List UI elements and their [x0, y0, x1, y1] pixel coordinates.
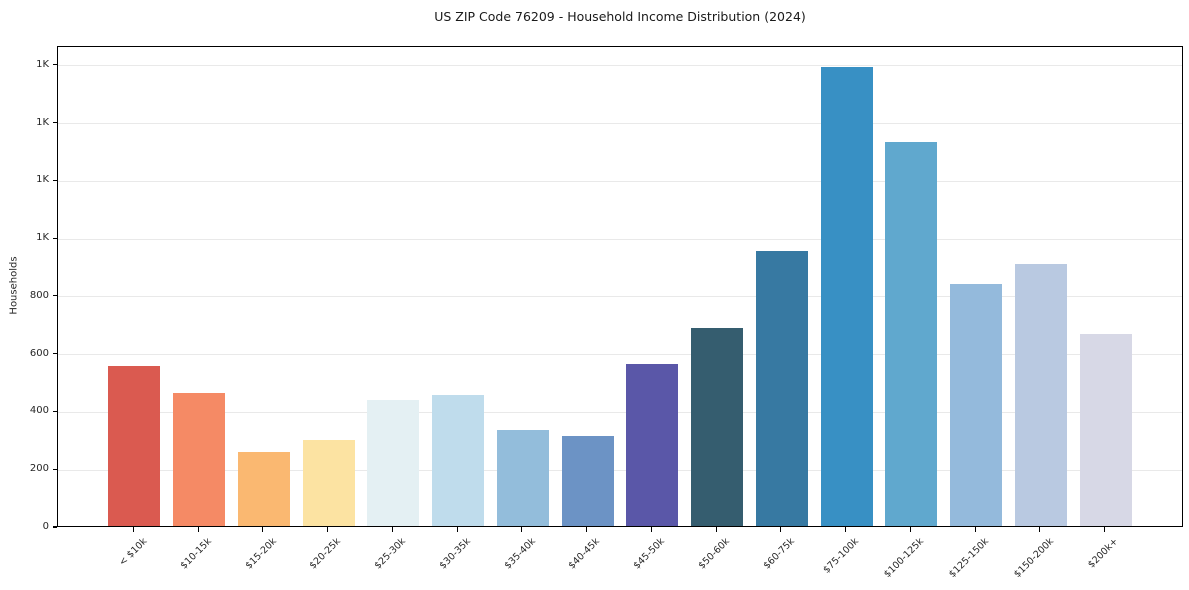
bar-35-40k — [496, 430, 549, 526]
x-tick-mark — [845, 527, 847, 532]
chart-title: US ZIP Code 76209 - Household Income Dis… — [434, 9, 806, 24]
bar-50-60k — [691, 328, 744, 526]
x-tick-label: $45-50k — [631, 536, 668, 572]
x-tick-mark — [391, 527, 393, 532]
gridline-200 — [58, 469, 1182, 471]
x-tick-label: $60-75k — [761, 536, 797, 572]
y-tick-label: 800 — [29, 289, 49, 301]
x-tick-label: $75-100k — [821, 536, 862, 576]
x-tick-mark — [521, 527, 523, 532]
y-tick-mark — [53, 410, 57, 413]
bar-200k — [1079, 333, 1132, 526]
y-tick-mark — [53, 64, 57, 66]
y-tick-mark — [53, 295, 57, 297]
gridline-1K — [58, 123, 1182, 125]
plot-area — [57, 46, 1183, 527]
bar-40-45k — [561, 435, 614, 526]
x-tick-mark — [262, 527, 264, 532]
y-tick-label: 1K — [36, 58, 49, 70]
y-tick-label: 600 — [29, 347, 49, 359]
x-tick-label: $50-60k — [696, 536, 732, 572]
y-tick-label: 1K — [36, 116, 49, 128]
bar-60-75k — [755, 251, 808, 526]
x-tick-mark — [197, 527, 199, 532]
gridline-400 — [58, 411, 1182, 413]
y-tick-label: 1K — [36, 232, 49, 244]
x-tick-mark — [974, 527, 976, 532]
bar-10k — [108, 365, 161, 526]
bar-20-25k — [302, 439, 355, 526]
x-tick-label: $40-45k — [566, 536, 603, 572]
bar-10-15k — [173, 392, 226, 526]
gridline-1K — [58, 65, 1182, 67]
y-tick-mark — [53, 237, 57, 239]
bar-100-125k — [885, 141, 938, 526]
y-tick-mark — [53, 526, 57, 528]
y-tick-label: 1K — [36, 174, 49, 186]
x-tick-mark — [909, 527, 911, 532]
x-tick-label: $100-125k — [882, 536, 927, 581]
y-tick-label: 0 — [42, 521, 49, 532]
gridline-800 — [58, 296, 1182, 298]
x-tick-label: $10-15k — [178, 536, 214, 572]
bar-25-30k — [367, 399, 420, 526]
x-tick-mark — [715, 527, 717, 532]
x-tick-mark — [1104, 527, 1106, 532]
y-tick-mark — [53, 179, 57, 181]
x-tick-mark — [456, 527, 458, 532]
gridline-600 — [58, 354, 1182, 356]
x-tick-label: $20-25k — [307, 536, 344, 572]
bar-15-20k — [237, 452, 290, 526]
y-tick-label: 400 — [29, 405, 49, 417]
x-tick-mark — [132, 527, 134, 532]
bar-125-150k — [950, 284, 1003, 526]
x-tick-label: $125-150k — [946, 536, 991, 581]
bar-30-35k — [432, 394, 485, 526]
y-tick-mark — [53, 121, 57, 124]
x-tick-label: < $10k — [116, 536, 150, 569]
bar-150-200k — [1014, 264, 1067, 526]
gridline-1K — [58, 238, 1182, 240]
x-tick-label: $150-200k — [1011, 536, 1056, 581]
y-tick-mark — [53, 353, 57, 355]
x-tick-label: $30-35k — [437, 536, 473, 572]
x-tick-mark — [780, 527, 782, 532]
bar-45-50k — [626, 363, 679, 526]
x-tick-mark — [650, 527, 652, 532]
y-tick-label: 200 — [29, 463, 49, 475]
x-axis-ticks: < $10k $10-15k $15-20k $20-25k $25-30k $30-35… — [57, 527, 1183, 590]
x-tick-mark — [327, 527, 329, 532]
y-tick-mark — [53, 468, 57, 470]
gridline-1K — [58, 180, 1182, 182]
y-axis-ticks: 0 200 400 600 800 1K 1K 1K 1K — [0, 46, 57, 532]
bar-75-100k — [820, 66, 873, 526]
x-tick-label: $35-40k — [502, 536, 538, 572]
x-tick-label: $200k+ — [1086, 536, 1121, 571]
x-tick-label: $25-30k — [372, 536, 409, 572]
x-tick-label: $15-20k — [243, 536, 279, 572]
x-tick-mark — [586, 527, 588, 532]
x-tick-mark — [1039, 527, 1041, 532]
